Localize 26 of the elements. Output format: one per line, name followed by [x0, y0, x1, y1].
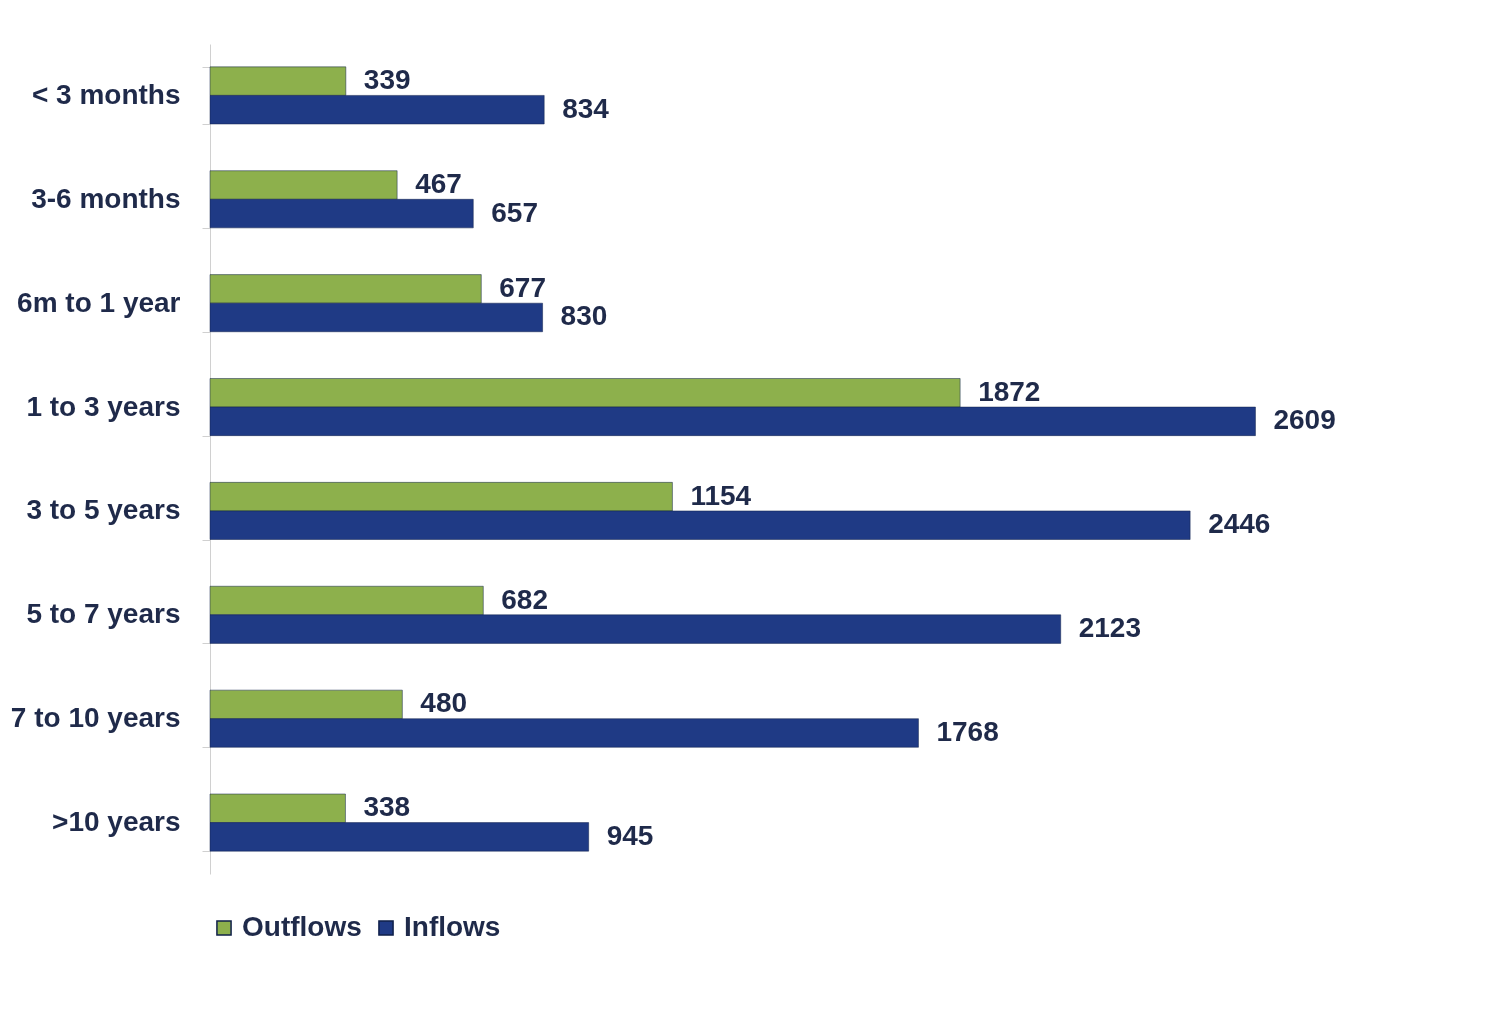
data-label: 467	[415, 168, 462, 200]
y-tick-label: 3-6 months	[31, 182, 181, 214]
y-tick-label: 7 to 10 years	[10, 702, 181, 734]
y-tick-label: 3 to 5 years	[26, 494, 181, 526]
y-tick-label: 6m to 1 year	[17, 286, 181, 318]
data-label: 945	[606, 819, 654, 851]
y-tick-label: 5 to 7 years	[26, 598, 181, 630]
data-label: 677	[499, 271, 546, 303]
data-label: 1768	[936, 715, 999, 747]
data-label: 1872	[978, 375, 1041, 407]
data-label: 339	[363, 64, 411, 96]
data-label: 2609	[1273, 404, 1336, 436]
y-tick-label: >10 years	[52, 806, 181, 838]
legend-label: Outflows	[242, 911, 362, 942]
data-label: 2123	[1078, 612, 1142, 644]
y-tick-label: 1 to 3 years	[26, 390, 181, 422]
data-label: 2446	[1208, 508, 1271, 540]
legend-label: Inflows	[404, 911, 501, 942]
data-label: 480	[420, 687, 468, 719]
data-label: 338	[363, 791, 411, 823]
data-label: 834	[562, 92, 610, 124]
data-label: 682	[501, 583, 548, 615]
data-label: 1154	[690, 479, 752, 511]
y-tick-label: < 3 months	[31, 78, 181, 110]
data-label: 657	[491, 196, 538, 228]
data-label: 830	[560, 300, 608, 332]
